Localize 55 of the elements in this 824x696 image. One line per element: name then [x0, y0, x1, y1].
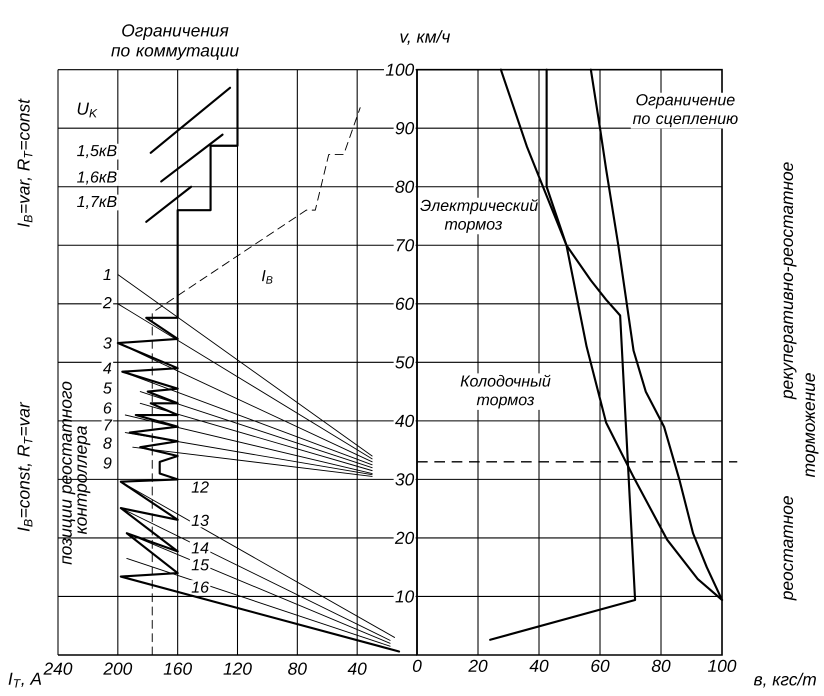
- y-tick-label: 40: [395, 414, 414, 427]
- annotation: 3: [103, 337, 112, 349]
- y-tick-label: 80: [395, 180, 414, 193]
- x-tick-label: 100: [708, 660, 736, 672]
- annotation: U$_{K}$: [78, 102, 98, 118]
- text: Ограничение по сцеплению: [632, 94, 738, 128]
- x-tick-label: 20: [468, 660, 488, 672]
- x-tick-label: 200: [103, 662, 132, 675]
- annotation: 6: [104, 402, 112, 414]
- annotation: 4: [103, 362, 112, 374]
- x-tick-label: 40: [529, 660, 548, 672]
- annotation: 1,6кВ: [77, 171, 117, 185]
- x-tick-label: 60: [591, 660, 610, 672]
- series-label: Электрический тормоз: [420, 199, 538, 233]
- y-tick-label: 60: [396, 298, 414, 310]
- text: реостатное: [784, 496, 796, 601]
- y-tick-label: 30: [395, 473, 414, 486]
- x-tick-label: 120: [223, 662, 252, 675]
- text: I$_{B}$=const, R$_{T}$=var: [18, 402, 32, 532]
- annotation: 14: [192, 542, 208, 554]
- y-tick-label: 10: [395, 590, 414, 603]
- chart-title: Ограничения по коммутации: [111, 24, 239, 60]
- annotation: 1,5кВ: [77, 145, 117, 158]
- x-tick-label: 80: [288, 662, 307, 675]
- y-tick-label: 100: [386, 64, 414, 76]
- y-tick-label: 90: [396, 122, 414, 134]
- text: торможение: [806, 373, 818, 478]
- annotation: 16: [192, 581, 209, 593]
- annotation: 1,7кВ: [77, 196, 117, 210]
- annotation: 13: [192, 514, 209, 526]
- text: I$_{B}$=var, R$_{T}$=const: [18, 98, 32, 227]
- annotation: 8: [103, 437, 112, 449]
- annotation: 2: [102, 297, 112, 308]
- y-axis-title: v, км/ч: [400, 30, 450, 45]
- x-axis-title: в, кгс/т: [754, 672, 816, 688]
- x-tick-label: 0: [412, 660, 422, 672]
- x-tick-label: 40: [348, 662, 367, 675]
- annotation: контроллера: [77, 426, 90, 534]
- annotation: I$_{B}$: [262, 270, 272, 284]
- y-tick-label: 20: [394, 532, 414, 544]
- y-tick-label: 70: [396, 239, 414, 252]
- x-tick-label: 240: [43, 662, 72, 675]
- x-tick-label: 80: [652, 660, 670, 672]
- text: Колодочный тормоз: [460, 374, 550, 409]
- x-tick-label: 160: [164, 662, 192, 675]
- y-tick-label: 50: [395, 356, 414, 368]
- text: рекуперативно-реостатное: [784, 162, 796, 400]
- annotation: 7: [104, 419, 112, 430]
- annotation: 9: [103, 457, 112, 469]
- annotation: 5: [103, 382, 112, 394]
- annotation: позиции реостатного: [62, 382, 76, 565]
- annotation: 1: [103, 269, 110, 280]
- annotation: 15: [192, 559, 210, 570]
- annotation: 12: [192, 481, 209, 493]
- x-axis-title: I$_{Т}$, A: [8, 672, 42, 688]
